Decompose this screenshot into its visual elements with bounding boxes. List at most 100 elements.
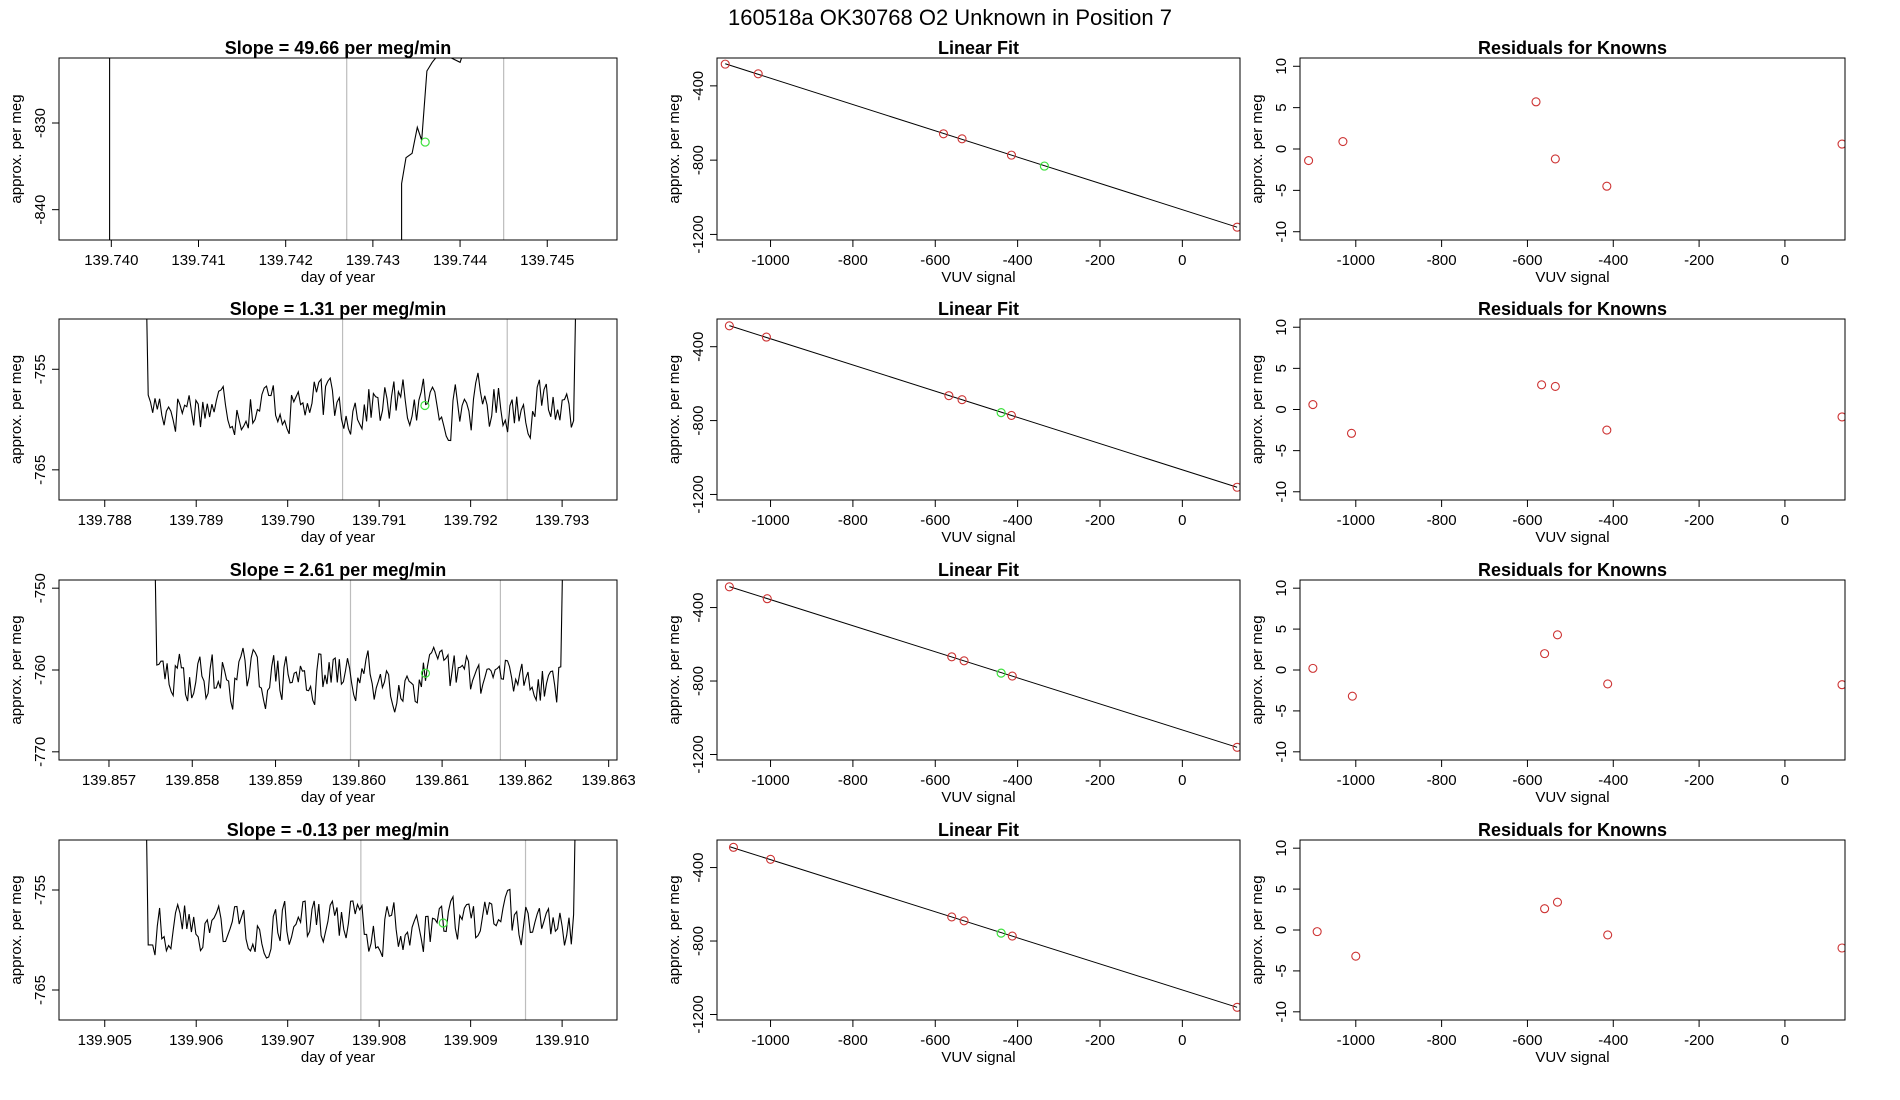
plot-area	[728, 842, 1240, 1012]
panel-title: Residuals for Knowns	[1478, 299, 1667, 319]
known-standard-point	[1006, 410, 1016, 420]
y-tick-label: -10	[1273, 741, 1290, 763]
known-standard-point	[728, 842, 739, 852]
x-tick-label: 139.859	[248, 772, 302, 789]
x-axis-label: VUV signal	[1535, 529, 1609, 546]
panel-title: Slope = 2.61 per meg/min	[230, 560, 447, 580]
known-standard-point	[753, 69, 763, 79]
fit-line	[725, 63, 1238, 228]
plot-area	[1308, 630, 1845, 701]
x-tick-label: 139.744	[433, 252, 487, 269]
x-tick-label: 139.793	[535, 512, 589, 529]
plot-frame	[716, 57, 1241, 241]
x-tick-label: -600	[920, 252, 950, 269]
y-tick-label: -5	[1273, 704, 1290, 717]
x-tick-label: -800	[1427, 512, 1457, 529]
x-tick-label: -200	[1085, 772, 1115, 789]
residual-point	[1837, 139, 1845, 149]
unknown-mean-point	[420, 400, 430, 411]
residual-point	[1602, 181, 1612, 191]
timeseries-panel-row-3: 139.857 139.858 139.859 139.860 139.861 139.8…	[8, 560, 636, 806]
x-axis-label: VUV signal	[1535, 269, 1609, 286]
panel-grid: 139.740 139.741 139.742 139.743 139.744 139.7…	[8, 38, 1846, 1066]
known-standard-point	[947, 912, 957, 922]
x-tick-label: -200	[1684, 772, 1714, 789]
plot-frame	[58, 57, 618, 241]
panel-title: Slope = 1.31 per meg/min	[230, 299, 447, 319]
y-axis-label: approx. per meg	[666, 94, 683, 203]
signal-trace	[146, 319, 576, 442]
y-tick-label: -400	[690, 593, 707, 623]
fit-line	[729, 846, 1238, 1008]
y-tick-label: -10	[1273, 221, 1290, 243]
residual-point	[1304, 156, 1314, 166]
panel-title: Slope = -0.13 per meg/min	[227, 820, 450, 840]
y-axis-label: approx. per meg	[8, 615, 25, 724]
residual-point	[1308, 400, 1318, 410]
x-tick-label: 139.861	[415, 772, 469, 789]
y-tick-label: -800	[690, 145, 707, 175]
y-tick-label: -830	[32, 108, 49, 138]
plot-area	[724, 321, 1240, 492]
x-tick-label: -400	[1003, 512, 1033, 529]
x-tick-label: -1000	[1337, 1032, 1375, 1049]
residual-point	[1308, 663, 1318, 673]
known-standard-point	[765, 854, 776, 864]
y-axis-label: approx. per meg	[8, 875, 25, 984]
plot-area	[154, 580, 563, 760]
x-tick-label: -600	[1512, 1032, 1542, 1049]
residual-point	[1603, 930, 1613, 940]
unknown-mean-point	[438, 918, 448, 928]
known-standard-point	[959, 916, 969, 926]
x-tick-label: -1000	[751, 772, 789, 789]
x-tick-label: 139.791	[352, 512, 406, 529]
x-tick-label: 0	[1178, 1032, 1186, 1049]
y-tick-label: -750	[32, 573, 49, 603]
plot-area	[1312, 897, 1845, 961]
known-standard-point	[724, 321, 734, 331]
plot-area	[1304, 97, 1845, 191]
y-axis-label: approx. per meg	[8, 355, 25, 464]
residual-point	[1351, 951, 1361, 961]
plot-frame	[58, 839, 618, 1021]
signal-trace	[401, 58, 463, 240]
residuals-panel-row-3: -1000 -800 -600 -400 -200 0 10 5 0 -5 -10 Residuals…	[1249, 560, 1846, 806]
x-tick-label: 139.907	[261, 1032, 315, 1049]
x-tick-label: 139.789	[169, 512, 223, 529]
x-tick-label: -800	[838, 1032, 868, 1049]
plot-frame	[716, 839, 1241, 1021]
x-tick-label: 139.910	[535, 1032, 589, 1049]
timeseries-panel-row-1: 139.740 139.741 139.742 139.743 139.744 139.7…	[8, 38, 618, 286]
known-standard-point	[1006, 150, 1016, 160]
linear-fit-panel-row-4: -1000 -800 -600 -400 -200 0 -400 -800 -1200 Linea…	[666, 820, 1241, 1066]
x-axis-label: VUV signal	[941, 1049, 1015, 1066]
x-tick-label: -1000	[751, 252, 789, 269]
y-tick-label: -840	[32, 195, 49, 225]
x-tick-label: 139.745	[520, 252, 574, 269]
x-tick-label: 139.909	[444, 1032, 498, 1049]
residual-point	[1552, 630, 1563, 640]
panel-title: Slope = 49.66 per meg/min	[225, 38, 452, 58]
y-tick-label: -5	[1273, 964, 1290, 977]
plot-frame	[1299, 318, 1846, 501]
linear-fit-panel-row-2: -1000 -800 -600 -400 -200 0 -400 -800 -1200 Linea…	[666, 299, 1241, 546]
y-tick-label: -1200	[690, 475, 707, 513]
x-tick-label: -600	[1512, 252, 1542, 269]
known-standard-point	[1007, 931, 1017, 941]
fit-line	[729, 325, 1238, 488]
residual-point	[1312, 927, 1322, 937]
x-axis-label: day of year	[301, 269, 375, 286]
panel-title: Linear Fit	[938, 820, 1019, 840]
residual-point	[1550, 154, 1560, 164]
y-tick-label: -800	[690, 666, 707, 696]
residuals-panel-row-4: -1000 -800 -600 -400 -200 0 10 5 0 -5 -10 Residuals…	[1249, 820, 1846, 1066]
x-tick-label: -400	[1598, 252, 1628, 269]
panel-title: Linear Fit	[938, 560, 1019, 580]
y-tick-label: -765	[32, 975, 49, 1005]
x-tick-label: -1000	[751, 512, 789, 529]
x-tick-label: -400	[1003, 772, 1033, 789]
residual-point	[1540, 649, 1550, 659]
x-tick-label: 0	[1178, 252, 1186, 269]
x-tick-label: -1000	[751, 1032, 789, 1049]
x-tick-label: -200	[1085, 512, 1115, 529]
